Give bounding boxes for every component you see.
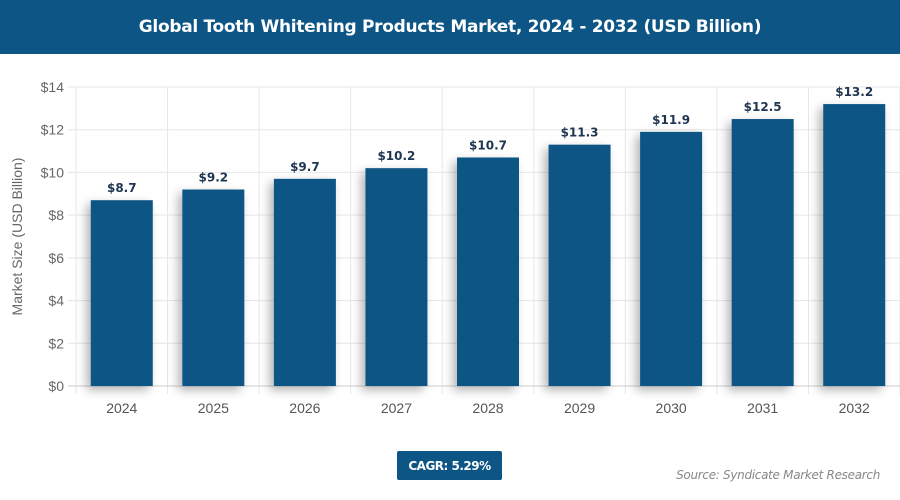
bar [548, 144, 611, 386]
bar-chart: $0 $2 $4 $6 $8 $10 $12 $14 $8.7 2024 $9.2 2025 $9.7 2… [9, 79, 900, 416]
data-label: $13.2 [835, 85, 873, 99]
x-tick-label: 2030 [656, 400, 687, 416]
data-label: $9.7 [290, 160, 320, 174]
y-tick-label: $8 [48, 207, 64, 223]
y-tick-label: $2 [48, 335, 64, 351]
y-tick-label: $14 [41, 79, 65, 95]
x-tick-label: 2029 [564, 400, 595, 416]
bar [457, 157, 519, 386]
x-tick-label: 2026 [289, 400, 320, 416]
data-label: $11.9 [652, 113, 690, 127]
x-tick-label: 2025 [198, 400, 229, 416]
bar [823, 104, 886, 387]
data-label: $9.2 [199, 171, 229, 185]
source-note: Source: Syndicate Market Research [676, 468, 880, 482]
x-tick-label: 2024 [106, 400, 137, 416]
bar [365, 168, 428, 386]
chart-title: Global Tooth Whitening Products Market, … [0, 0, 900, 54]
cagr-badge: CAGR: 5.29% [397, 451, 502, 480]
data-label: $10.7 [469, 138, 507, 152]
x-tick-label: 2031 [747, 400, 778, 416]
bar [731, 119, 794, 387]
y-tick-label: $0 [48, 378, 64, 394]
data-label: $11.3 [561, 126, 599, 140]
bar [182, 189, 245, 386]
bar [273, 178, 336, 386]
y-tick-label: $10 [41, 164, 65, 180]
data-label: $8.7 [107, 181, 137, 195]
y-tick-label: $12 [41, 122, 65, 138]
data-label: $10.2 [377, 149, 415, 163]
bar [90, 200, 153, 386]
x-tick-label: 2028 [472, 400, 503, 416]
y-tick-label: $4 [48, 293, 64, 309]
bar [640, 131, 703, 386]
x-tick-label: 2027 [381, 400, 412, 416]
y-tick-label: $6 [48, 250, 64, 266]
x-tick-label: 2032 [839, 400, 870, 416]
data-label: $12.5 [744, 100, 782, 114]
y-axis-title: Market Size (USD Billion) [9, 158, 25, 316]
